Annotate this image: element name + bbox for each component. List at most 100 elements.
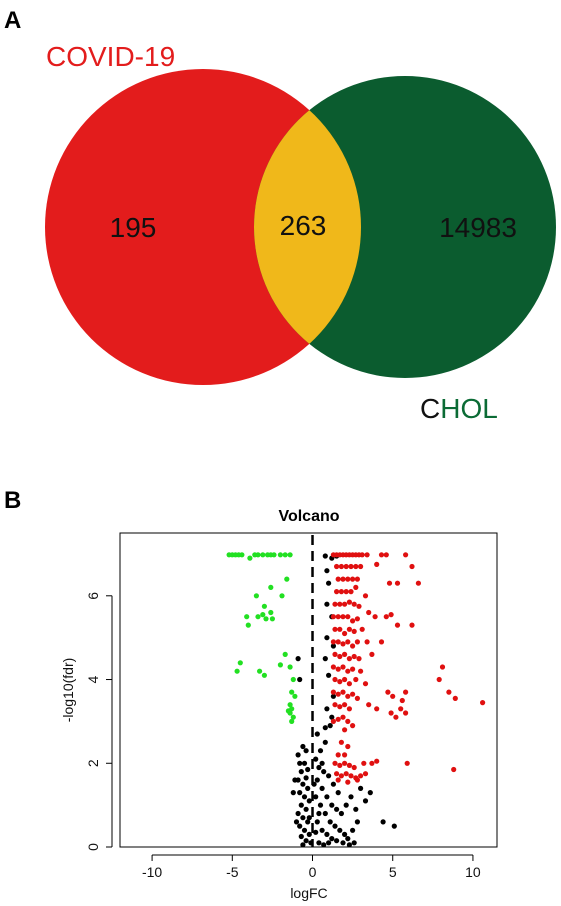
- point-up-120: [342, 752, 348, 758]
- plot-title: Volcano: [278, 508, 339, 525]
- point-down-31: [257, 668, 263, 674]
- point-up-133: [338, 773, 344, 779]
- point-down-12: [282, 552, 288, 558]
- point-up-21: [340, 576, 346, 582]
- point-up-73: [351, 653, 357, 660]
- point-not_significant-85: [322, 739, 328, 745]
- point-not_significant-30: [301, 794, 308, 800]
- point-up-87: [439, 664, 446, 670]
- point-not_significant-59: [338, 810, 344, 817]
- point-not_significant-53: [335, 790, 341, 796]
- y-tick-label: 2: [85, 759, 101, 767]
- point-up-9: [359, 552, 365, 558]
- point-up-104: [342, 702, 348, 708]
- point-up-109: [403, 710, 409, 716]
- point-up-85: [353, 676, 359, 683]
- point-not_significant-14: [295, 656, 301, 662]
- point-not_significant-93: [351, 840, 357, 846]
- point-up-42: [330, 614, 336, 620]
- point-up-18: [353, 563, 359, 570]
- point-not_significant-76: [350, 827, 356, 833]
- point-down-11: [277, 552, 283, 558]
- point-up-32: [415, 580, 421, 586]
- point-up-127: [361, 760, 367, 766]
- point-down-18: [253, 593, 259, 599]
- point-up-98: [340, 689, 346, 695]
- point-not_significant-18: [300, 743, 306, 750]
- point-up-15: [338, 563, 344, 570]
- point-up-43: [335, 614, 341, 620]
- point-not_significant-44: [292, 777, 298, 783]
- point-up-37: [337, 601, 343, 607]
- point-not_significant-23: [305, 766, 311, 773]
- point-not_significant-16: [327, 723, 333, 729]
- point-up-54: [332, 626, 338, 632]
- x-tick-label: 5: [389, 864, 397, 880]
- point-up-126: [351, 764, 357, 771]
- point-not_significant-56: [324, 794, 330, 800]
- point-not_significant-34: [295, 810, 301, 817]
- point-up-141: [354, 777, 360, 783]
- point-down-22: [255, 614, 261, 620]
- point-down-34: [290, 676, 296, 683]
- point-not_significant-24: [298, 769, 304, 775]
- point-not_significant-71: [334, 838, 340, 844]
- point-up-119: [345, 743, 351, 750]
- point-not_significant-61: [317, 802, 324, 808]
- y-axis-title: -log10(fdr): [60, 658, 76, 723]
- point-not_significant-83: [353, 806, 359, 812]
- point-not_significant-28: [305, 785, 311, 792]
- point-up-100: [350, 691, 356, 697]
- x-tick-label: -10: [142, 864, 162, 880]
- point-up-131: [451, 766, 457, 773]
- point-up-78: [345, 668, 351, 674]
- point-not_significant-46: [293, 819, 300, 825]
- point-not_significant-43: [300, 842, 306, 848]
- point-not_significant-31: [306, 798, 312, 804]
- point-up-111: [393, 714, 399, 720]
- point-down-21: [244, 614, 250, 620]
- point-up-10: [364, 552, 370, 558]
- point-down-28: [277, 662, 283, 668]
- point-up-132: [334, 771, 340, 777]
- point-up-95: [390, 693, 396, 699]
- venn-label-chol: CHOL: [420, 393, 498, 424]
- point-down-27: [282, 651, 288, 658]
- point-down-19: [261, 603, 267, 609]
- point-up-31: [362, 593, 369, 599]
- point-up-110: [388, 710, 394, 716]
- point-not_significant-35: [300, 815, 306, 821]
- point-down-37: [287, 702, 293, 708]
- point-not_significant-40: [298, 833, 304, 840]
- point-not_significant-87: [319, 760, 325, 766]
- point-up-63: [345, 639, 351, 645]
- point-up-40: [351, 601, 357, 607]
- panel-a: A COVID-19 CHOL 195 263 14983: [4, 7, 556, 424]
- point-up-122: [332, 760, 338, 766]
- point-up-97: [335, 691, 341, 697]
- point-not_significant-0: [322, 553, 328, 559]
- point-not_significant-55: [319, 785, 325, 792]
- point-not_significant-70: [329, 836, 335, 842]
- point-up-48: [366, 609, 372, 616]
- point-not_significant-79: [348, 794, 354, 800]
- point-up-35: [409, 563, 415, 570]
- point-up-33: [394, 580, 401, 586]
- point-up-56: [342, 630, 348, 637]
- x-tick-label: 0: [309, 864, 317, 880]
- point-not_significant-86: [314, 731, 320, 737]
- venn-count-chol-only: 14983: [439, 212, 517, 243]
- point-not_significant-69: [324, 831, 330, 838]
- point-up-70: [337, 653, 343, 660]
- point-up-84: [346, 681, 352, 687]
- point-down-26: [245, 622, 251, 628]
- point-not_significant-33: [303, 806, 309, 812]
- point-not_significant-29: [297, 790, 303, 796]
- point-not_significant-36: [305, 819, 311, 825]
- point-up-96: [330, 689, 336, 695]
- point-up-101: [354, 695, 360, 702]
- point-down-41: [289, 718, 295, 725]
- point-up-62: [340, 641, 346, 647]
- point-not_significant-80: [358, 785, 364, 792]
- point-up-134: [343, 771, 349, 777]
